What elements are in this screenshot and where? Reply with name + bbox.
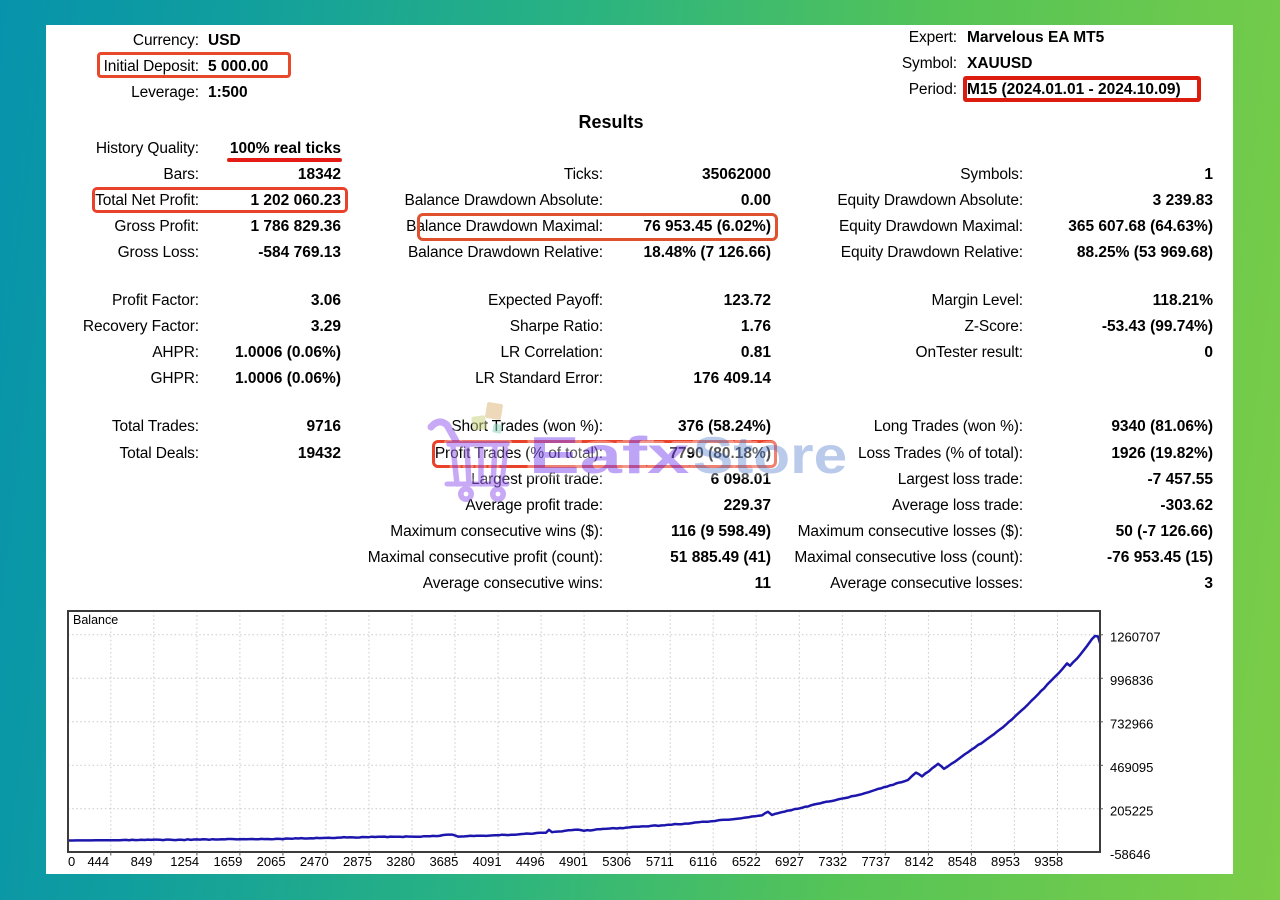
svg-text:5306: 5306 (602, 854, 631, 869)
svg-text:8548: 8548 (948, 854, 977, 869)
svg-text:-58646: -58646 (1110, 847, 1150, 862)
svg-text:1254: 1254 (170, 854, 199, 869)
svg-text:849: 849 (131, 854, 153, 869)
svg-text:732966: 732966 (1110, 716, 1153, 731)
svg-text:1260707: 1260707 (1110, 629, 1161, 644)
svg-text:9358: 9358 (1034, 854, 1063, 869)
svg-text:6116: 6116 (689, 854, 717, 869)
svg-text:8953: 8953 (991, 854, 1020, 869)
svg-text:6927: 6927 (775, 854, 804, 869)
svg-text:1659: 1659 (213, 854, 242, 869)
svg-text:Store: Store (693, 426, 847, 484)
svg-text:4901: 4901 (559, 854, 588, 869)
svg-text:2470: 2470 (300, 854, 329, 869)
svg-text:7332: 7332 (818, 854, 847, 869)
svg-text:205225: 205225 (1110, 803, 1153, 818)
svg-text:3280: 3280 (386, 854, 415, 869)
svg-text:0: 0 (68, 854, 75, 869)
svg-text:2875: 2875 (343, 854, 372, 869)
svg-text:4091: 4091 (473, 854, 502, 869)
svg-text:Balance: Balance (73, 613, 118, 627)
svg-text:7737: 7737 (861, 854, 890, 869)
svg-text:996836: 996836 (1110, 673, 1153, 688)
svg-text:469095: 469095 (1110, 760, 1153, 775)
svg-text:Eafx: Eafx (529, 426, 689, 484)
svg-text:3685: 3685 (429, 854, 458, 869)
svg-text:6522: 6522 (732, 854, 761, 869)
svg-text:4496: 4496 (516, 854, 545, 869)
svg-text:5711: 5711 (646, 854, 674, 869)
svg-text:2065: 2065 (257, 854, 286, 869)
svg-text:8142: 8142 (905, 854, 934, 869)
svg-text:444: 444 (87, 854, 109, 869)
